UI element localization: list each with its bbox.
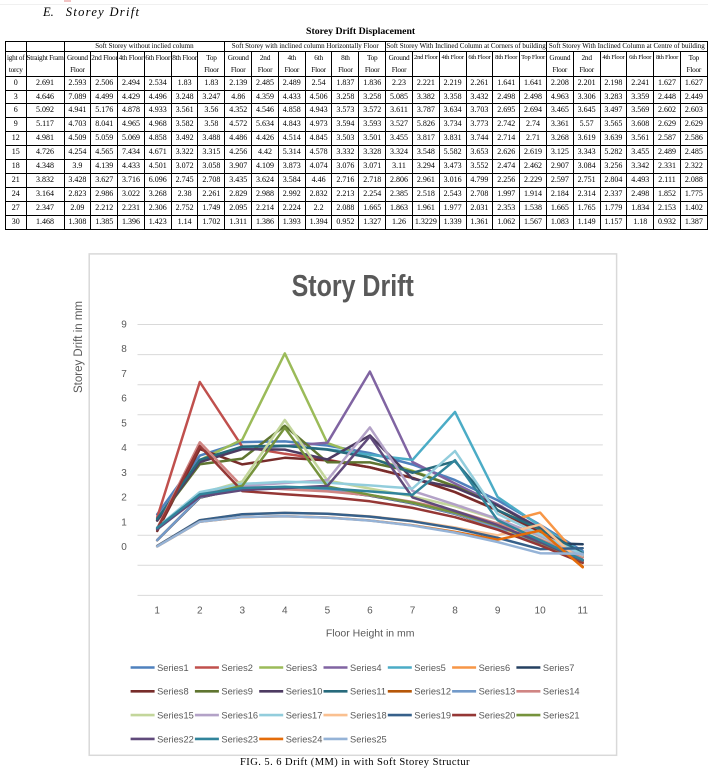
svg-text:Series12: Series12: [414, 687, 451, 697]
svg-text:4: 4: [121, 443, 127, 454]
svg-text:7: 7: [121, 369, 127, 380]
svg-text:Series18: Series18: [350, 711, 387, 721]
svg-text:Series20: Series20: [479, 711, 516, 721]
svg-text:Series6: Series6: [479, 663, 511, 673]
svg-text:Series21: Series21: [543, 711, 580, 721]
svg-text:6: 6: [367, 606, 373, 617]
svg-text:Series16: Series16: [221, 711, 258, 721]
svg-text:2: 2: [197, 606, 203, 617]
svg-text:Series11: Series11: [350, 687, 386, 697]
svg-text:Series3: Series3: [286, 663, 318, 673]
svg-text:8: 8: [452, 606, 458, 617]
svg-text:4: 4: [282, 606, 288, 617]
svg-text:Series2: Series2: [221, 663, 253, 673]
svg-text:Story Drift: Story Drift: [292, 269, 414, 303]
svg-text:Series15: Series15: [157, 711, 194, 721]
svg-text:Series13: Series13: [479, 687, 516, 697]
svg-text:2: 2: [121, 493, 127, 504]
svg-text:7: 7: [410, 606, 416, 617]
svg-text:8: 8: [121, 344, 127, 355]
svg-text:10: 10: [535, 606, 547, 617]
svg-text:Series24: Series24: [286, 734, 323, 744]
svg-text:Series22: Series22: [157, 734, 194, 744]
svg-text:Series7: Series7: [543, 663, 575, 673]
svg-text:Series23: Series23: [221, 734, 258, 744]
svg-text:6: 6: [121, 394, 127, 405]
svg-text:Series5: Series5: [414, 663, 446, 673]
svg-text:Series25: Series25: [350, 734, 387, 744]
svg-text:Series8: Series8: [157, 687, 189, 697]
svg-text:9: 9: [495, 606, 501, 617]
svg-text:5: 5: [325, 606, 331, 617]
svg-text:9: 9: [121, 320, 127, 331]
svg-text:Series17: Series17: [286, 711, 323, 721]
svg-text:Series14: Series14: [543, 687, 580, 697]
svg-text:3: 3: [240, 606, 246, 617]
svg-text:Series1: Series1: [157, 663, 189, 673]
svg-text:Series10: Series10: [286, 687, 323, 697]
svg-text:Series19: Series19: [414, 711, 451, 721]
svg-text:1: 1: [121, 517, 127, 528]
svg-text:11: 11: [578, 606, 589, 617]
svg-text:Storey Drift in mm: Storey Drift in mm: [73, 301, 85, 393]
svg-text:Series4: Series4: [350, 663, 382, 673]
svg-text:Floor Height in mm: Floor Height in mm: [326, 627, 415, 639]
svg-text:Series9: Series9: [221, 687, 253, 697]
svg-text:1: 1: [154, 606, 160, 617]
svg-text:0: 0: [121, 542, 127, 553]
svg-text:5: 5: [121, 418, 127, 429]
svg-text:3: 3: [121, 468, 127, 479]
